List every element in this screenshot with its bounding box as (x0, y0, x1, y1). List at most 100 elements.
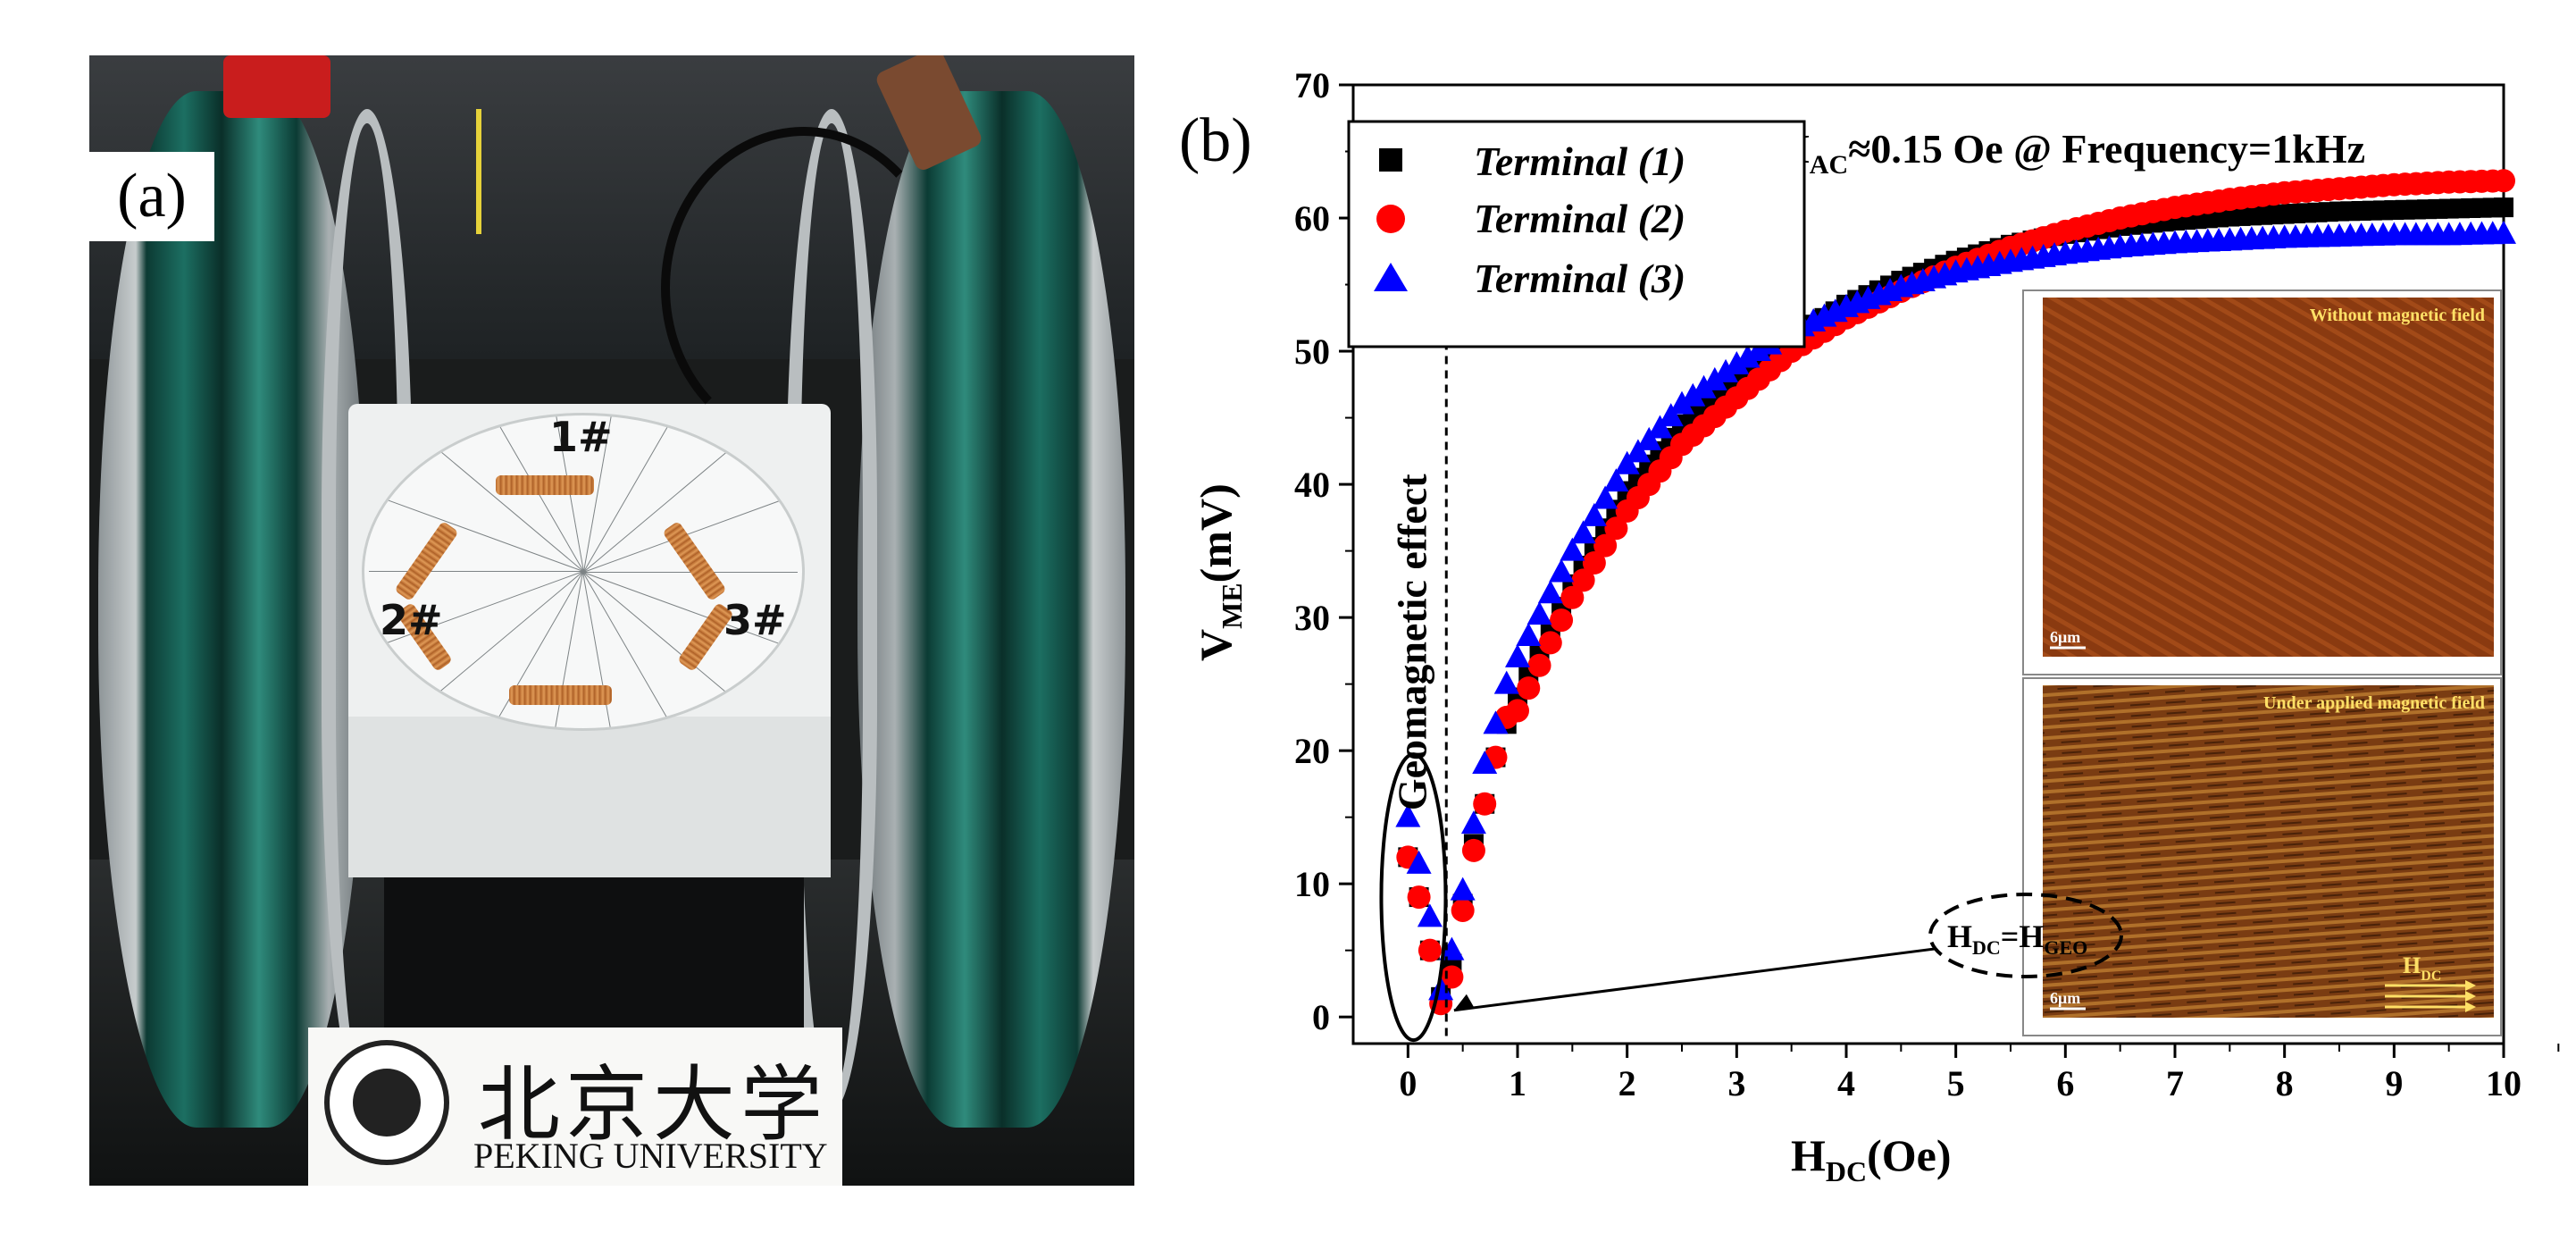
university-logo: 北京大学 PEKING UNIVERSITY (308, 1028, 842, 1186)
data-point-terminal-3 (1745, 338, 1771, 362)
legend-label-terminal-1: Terminal (1) (1474, 138, 1685, 184)
red-clip (223, 55, 330, 118)
x-tick-label: 4 (1837, 1063, 1855, 1103)
data-point-terminal-3 (1735, 344, 1761, 368)
x-tick-label: 1 (1509, 1063, 1526, 1103)
hdc-hgeo-arrow (1453, 947, 1936, 1012)
copper-coil-bottom (509, 685, 612, 705)
y-axis-title: VME(mV) (1191, 483, 1248, 661)
data-point-terminal-2 (1451, 898, 1475, 922)
data-point-terminal-3 (1570, 520, 1596, 544)
data-point-terminal-3 (1460, 810, 1486, 835)
y-tick-label: 50 (1294, 331, 1330, 372)
x-tick-label: 0 (1399, 1063, 1417, 1103)
panel-b-label: (b) (1179, 106, 1252, 175)
data-point-terminal-3 (1614, 450, 1640, 474)
data-point-terminal-3 (1680, 382, 1706, 407)
x-tick-label: 3 (1727, 1063, 1745, 1103)
fixture-base (348, 717, 831, 877)
data-point-terminal-2 (1550, 608, 1574, 633)
y-tick-label: 30 (1294, 598, 1330, 638)
data-point-terminal-3 (2491, 220, 2516, 244)
data-point-terminal-3 (1702, 366, 1727, 390)
data-point-terminal-3 (1691, 374, 1717, 398)
hdc-hgeo-ellipse (1928, 893, 2123, 978)
data-point-terminal-2 (1604, 516, 1628, 541)
x-tick-label: 10 (2486, 1063, 2522, 1103)
university-seal-icon (324, 1040, 449, 1165)
inset-scale-label: 6μm (2050, 989, 2080, 1007)
copper-coil-top (496, 475, 594, 495)
data-point-terminal-2 (1527, 653, 1551, 677)
y-tick-label: 60 (1294, 198, 1330, 239)
y-tick-label: 10 (1294, 864, 1330, 904)
legend-label-terminal-3: Terminal (3) (1474, 256, 1685, 301)
disc-spoke (582, 572, 621, 728)
data-point-terminal-3 (1537, 580, 1563, 604)
inset-caption: Without magnetic field (2310, 306, 2485, 325)
data-point-terminal-3 (1636, 426, 1662, 450)
data-point-terminal-3 (1526, 601, 1552, 625)
data-point-terminal-3 (1603, 468, 1629, 492)
data-point-terminal-2 (1461, 838, 1485, 862)
yellow-wire (476, 109, 481, 234)
data-point-terminal-3 (1713, 358, 1739, 382)
data-point-terminal-2 (1538, 631, 1562, 655)
data-point-terminal-3 (1549, 558, 1575, 583)
data-point-terminal-3 (1450, 877, 1476, 901)
data-point-terminal-1 (2494, 197, 2513, 218)
data-point-terminal-3 (1625, 439, 1651, 463)
x-axis-title: HDC(Oe) (1791, 1130, 1952, 1187)
data-point-terminal-3 (1724, 350, 1750, 374)
y-tick-label: 40 (1294, 465, 1330, 505)
axes: 0 1 2 3 4 5 6 7 8 9 10 0 10 20 30 40 50 60 70 (1294, 65, 2560, 1103)
legend-label-terminal-2: Terminal (2) (1474, 196, 1685, 241)
inset-field-arrowhead (2465, 980, 2476, 991)
afm-image (2043, 298, 2494, 657)
legend-marker-terminal-3 (1374, 263, 1408, 291)
panel-a-label: (a) (89, 152, 214, 241)
afm-insets: Without magnetic field 6μm Under applied m… (2022, 289, 2502, 1036)
legend-box (1347, 120, 1806, 348)
y-tick-label: 20 (1294, 731, 1330, 771)
data-point-terminal-3 (1439, 936, 1465, 960)
coil-label-1: 1# (549, 413, 613, 461)
legend: Terminal (1) Terminal (2) Terminal (3) (1347, 120, 1806, 348)
inset-scale-label: 6μm (2050, 628, 2080, 646)
me-voltage-chart: (b) 0 1 2 3 4 5 6 7 8 9 10 0 10 20 30 40 50 60 70 Without … (1179, 65, 2560, 1187)
inset-field-arrowhead (2465, 991, 2476, 1002)
annotations: Geomagnetic effect HDC=HGEO (1379, 284, 2123, 1044)
x-tick-label: 7 (2166, 1063, 2184, 1103)
data-point-terminal-2 (1582, 551, 1606, 575)
x-tick-label: 5 (1947, 1063, 1965, 1103)
data-point-terminal-3 (1505, 643, 1530, 667)
logo-english-text: PEKING UNIVERSITY (473, 1136, 828, 1176)
chart-title: HAC≈0.15 Oe @ Frequency=1kHz (1777, 126, 2365, 180)
disc-spoke (475, 571, 583, 728)
hdc-hgeo-label: HDC=HGEO (1947, 918, 2087, 959)
disc-spoke (545, 571, 583, 728)
legend-marker-terminal-1 (1379, 148, 1402, 172)
data-point-terminal-2 (1517, 676, 1541, 700)
geomagnetic-label: Geomagnetic effect (1389, 474, 1434, 810)
setup-photo: 1# 2# 3# (89, 55, 1134, 1186)
data-point-terminal-3 (1647, 415, 1673, 439)
data-point-terminal-3 (1593, 485, 1618, 509)
data-point-terminal-3 (1483, 710, 1509, 734)
disc-spoke (369, 571, 583, 572)
y-tick-label: 0 (1312, 997, 1330, 1037)
x-tick-label: 6 (2056, 1063, 2074, 1103)
data-point-terminal-3 (1417, 903, 1443, 927)
data-point-terminal-3 (1395, 803, 1421, 827)
data-point-terminal-2 (1418, 938, 1442, 962)
x-tick-label: 2 (1618, 1063, 1636, 1103)
data-point-terminal-2 (1571, 568, 1595, 592)
data-point-terminal-2 (1506, 699, 1529, 723)
inset-field-arrowhead (2465, 1002, 2476, 1012)
data-point-terminal-2 (2492, 169, 2515, 193)
plot-frame (1351, 83, 2505, 1045)
sample-disc (362, 413, 805, 731)
data-point-terminal-3 (1560, 537, 1585, 561)
data-point-terminal-3 (1669, 390, 1694, 415)
coil-label-3: 3# (723, 596, 787, 644)
